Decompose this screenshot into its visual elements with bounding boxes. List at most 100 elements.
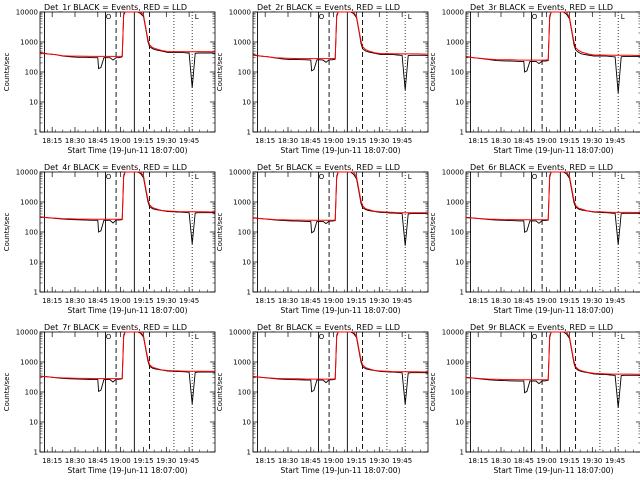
- y-tick-label: 1: [34, 129, 38, 137]
- y-tick-label: 1000: [446, 39, 464, 47]
- x-tick-label: 19:15: [559, 297, 579, 305]
- plot-frame: [252, 331, 429, 453]
- marker-top-label: O: [532, 13, 538, 21]
- marker-top-label: O: [106, 173, 112, 181]
- x-tick-label: 19:30: [369, 297, 389, 305]
- panel-title: Det_4r BLACK = Events, RED = LLD: [44, 163, 187, 172]
- x-tick-label: 19:30: [369, 137, 389, 145]
- lld-series-line: [39, 11, 215, 57]
- y-tick-label: 10: [455, 259, 464, 267]
- marker-top-label: L: [621, 173, 625, 181]
- x-tick-label: 19:00: [111, 297, 131, 305]
- panel-det-9: Det_9r BLACK = Events, RED = LLD 1 10 100 10…: [429, 323, 640, 475]
- x-tick-label: 19:15: [133, 297, 153, 305]
- plot-frame: [252, 171, 429, 293]
- y-tick-label: 1: [460, 449, 464, 457]
- x-tick-label: 18:15: [468, 137, 488, 145]
- x-tick-label: 19:30: [582, 297, 602, 305]
- y-tick-label: 10000: [229, 9, 251, 17]
- marker-top-label: O: [319, 173, 325, 181]
- y-tick-label: 100: [25, 69, 38, 77]
- marker-top-label: L: [621, 13, 625, 21]
- x-tick-label: 18:30: [65, 137, 85, 145]
- marker-top-label: O: [319, 333, 325, 341]
- x-tick-label: 19:30: [369, 457, 389, 465]
- x-tick-label: 19:15: [559, 457, 579, 465]
- y-tick-label: 10: [242, 419, 251, 427]
- panel-title: Det_6r BLACK = Events, RED = LLD: [470, 163, 613, 172]
- x-tick-label: 19:00: [537, 137, 557, 145]
- x-tick-label: 19:00: [324, 457, 344, 465]
- x-tick-label: 19:45: [605, 137, 625, 145]
- x-tick-label: 18:30: [65, 297, 85, 305]
- x-tick-label: 18:30: [491, 457, 511, 465]
- marker-top-label: L: [408, 333, 412, 341]
- marker-top-label: O: [532, 333, 538, 341]
- lld-series-line: [252, 171, 428, 221]
- x-tick-label: 19:00: [111, 137, 131, 145]
- panel-det-2: Det_2r BLACK = Events, RED = LLD 1 10 100 10…: [216, 3, 429, 155]
- x-tick-label: 18:15: [255, 297, 275, 305]
- x-tick-label: 19:15: [346, 137, 366, 145]
- x-tick-label: 18:45: [514, 457, 534, 465]
- x-tick-label: 19:15: [133, 137, 153, 145]
- x-tick-label: 19:30: [156, 297, 176, 305]
- events-series-line: [39, 11, 216, 88]
- x-tick-label: 19:00: [537, 457, 557, 465]
- events-series-line: [465, 11, 640, 94]
- plot-frame: [39, 331, 216, 453]
- y-axis-label: Counts/sec: [429, 373, 437, 412]
- x-tick-label: 19:45: [179, 457, 199, 465]
- x-axis-label: Start Time (19-Jun-11 18:07:00): [281, 466, 401, 475]
- y-tick-label: 10: [29, 259, 38, 267]
- lld-series-line: [252, 11, 428, 60]
- x-tick-label: 18:15: [468, 457, 488, 465]
- lld-series-line: [252, 331, 428, 380]
- x-tick-label: 18:45: [88, 297, 108, 305]
- x-tick-label: 19:30: [582, 137, 602, 145]
- x-tick-label: 19:45: [392, 457, 412, 465]
- x-tick-label: 19:00: [537, 297, 557, 305]
- x-axis-label: Start Time (19-Jun-11 18:07:00): [281, 146, 401, 155]
- x-tick-label: 19:00: [111, 457, 131, 465]
- y-tick-label: 10000: [16, 9, 38, 17]
- y-axis-label: Counts/sec: [216, 373, 224, 412]
- y-tick-label: 1000: [233, 39, 251, 47]
- y-tick-label: 100: [238, 389, 251, 397]
- y-tick-label: 1: [460, 129, 464, 137]
- y-tick-label: 1000: [233, 199, 251, 207]
- y-tick-label: 10000: [229, 329, 251, 337]
- events-series-line: [252, 331, 429, 405]
- y-tick-label: 1: [247, 289, 251, 297]
- events-series-line: [39, 331, 216, 404]
- x-tick-label: 18:30: [278, 457, 298, 465]
- y-tick-label: 10: [29, 99, 38, 107]
- events-series-line: [465, 331, 640, 408]
- x-tick-label: 18:15: [468, 297, 488, 305]
- y-tick-label: 1: [34, 289, 38, 297]
- x-tick-label: 19:30: [582, 457, 602, 465]
- x-tick-label: 18:45: [301, 137, 321, 145]
- y-axis-label: Counts/sec: [3, 373, 11, 412]
- x-tick-label: 18:15: [42, 297, 62, 305]
- y-tick-label: 1000: [446, 359, 464, 367]
- y-tick-label: 10: [455, 419, 464, 427]
- y-axis-label: Counts/sec: [429, 213, 437, 252]
- y-tick-label: 10000: [442, 329, 464, 337]
- plot-frame: [252, 11, 429, 133]
- marker-top-label: L: [621, 333, 625, 341]
- panel-title: Det_7r BLACK = Events, RED = LLD: [44, 323, 187, 332]
- events-series-line: [465, 171, 640, 245]
- x-tick-label: 19:45: [179, 137, 199, 145]
- x-tick-label: 18:30: [65, 457, 85, 465]
- y-axis-label: Counts/sec: [3, 213, 11, 252]
- x-tick-label: 19:45: [392, 137, 412, 145]
- y-tick-label: 1: [247, 449, 251, 457]
- x-tick-label: 19:45: [392, 297, 412, 305]
- x-tick-label: 18:45: [88, 457, 108, 465]
- panel-det-8: Det_8r BLACK = Events, RED = LLD 1 10 100 10…: [216, 323, 429, 475]
- y-tick-label: 10000: [442, 9, 464, 17]
- x-tick-label: 18:30: [278, 137, 298, 145]
- y-tick-label: 100: [25, 389, 38, 397]
